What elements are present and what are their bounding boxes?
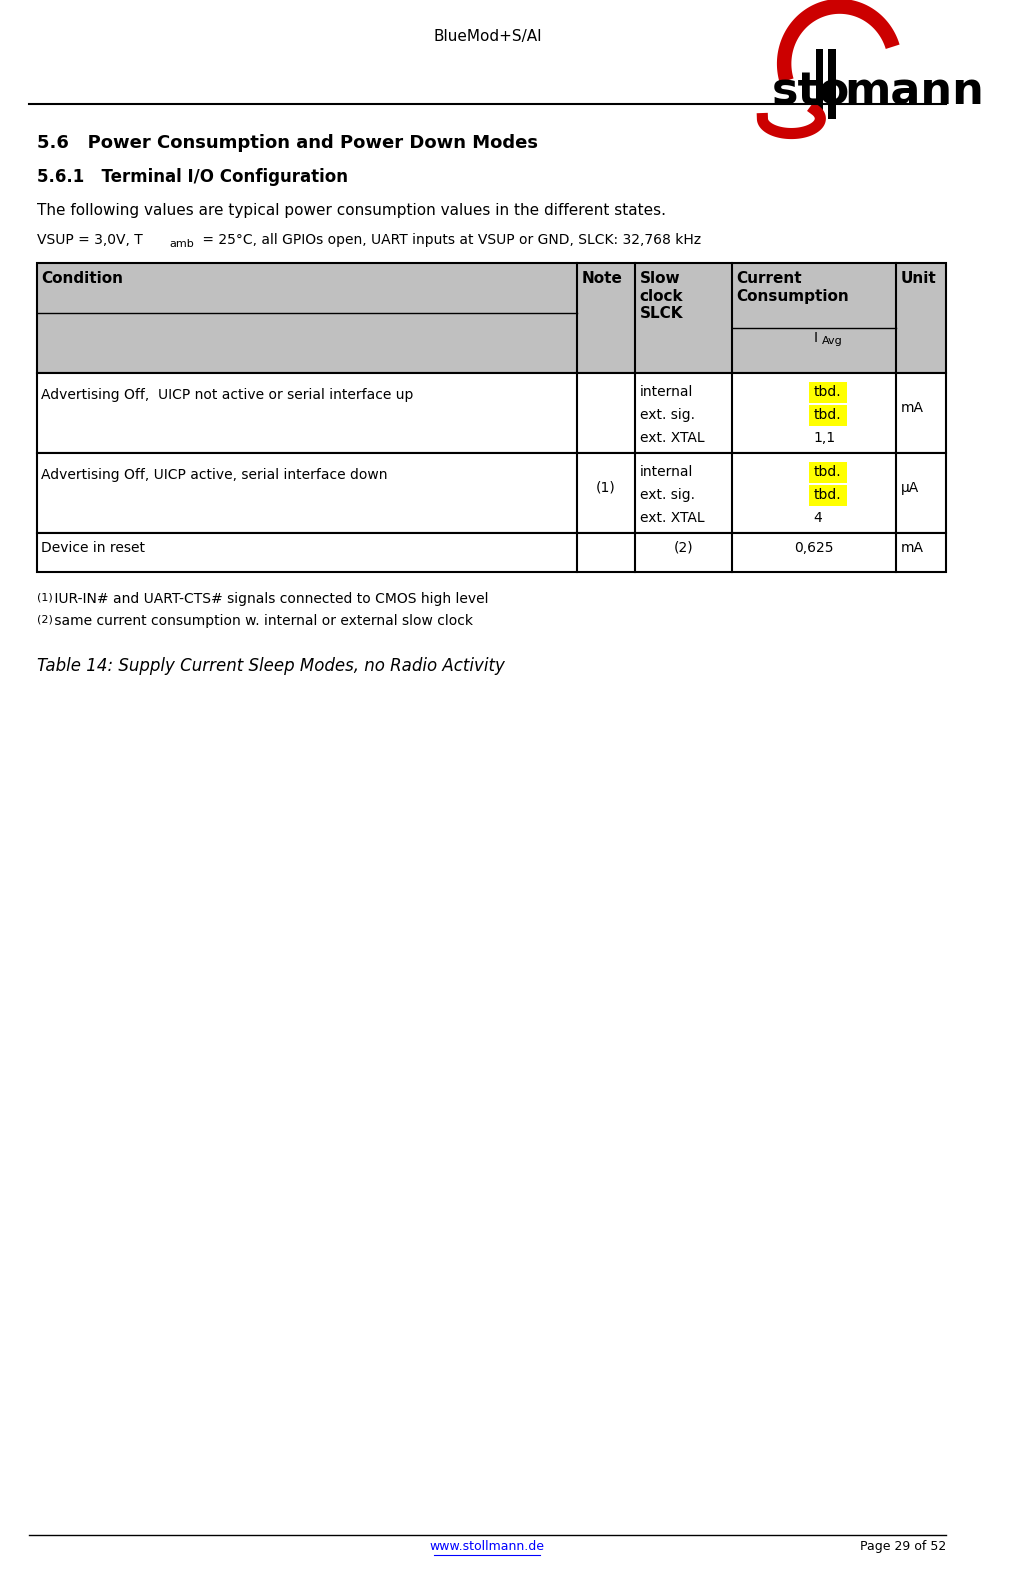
Text: Table 14: Supply Current Sleep Modes, no Radio Activity: Table 14: Supply Current Sleep Modes, no… — [36, 657, 505, 676]
Text: Current
Consumption: Current Consumption — [736, 272, 849, 304]
Text: Condition: Condition — [41, 272, 123, 286]
Text: µA: µA — [901, 480, 919, 494]
Text: Note: Note — [582, 272, 623, 286]
Text: IUR-IN# and UART-CTS# signals connected to CMOS high level: IUR-IN# and UART-CTS# signals connected … — [50, 593, 489, 606]
Text: Advertising Off, UICP active, serial interface down: Advertising Off, UICP active, serial int… — [41, 467, 388, 482]
Text: 1,1: 1,1 — [814, 431, 835, 445]
Text: same current consumption w. internal or external slow clock: same current consumption w. internal or … — [50, 614, 474, 628]
Text: = 25°C, all GPIOs open, UART inputs at VSUP or GND, SLCK: 32,768 kHz: = 25°C, all GPIOs open, UART inputs at V… — [198, 234, 701, 248]
Text: VSUP = 3,0V, T: VSUP = 3,0V, T — [36, 234, 142, 248]
Text: ext. XTAL: ext. XTAL — [640, 431, 705, 445]
Text: 5.6.1   Terminal I/O Configuration: 5.6.1 Terminal I/O Configuration — [36, 169, 347, 186]
Text: tbd.: tbd. — [814, 409, 841, 421]
Text: internal: internal — [640, 464, 693, 479]
Text: I: I — [814, 331, 817, 345]
Bar — [36, 453, 945, 533]
Text: The following values are typical power consumption values in the different state: The following values are typical power c… — [36, 204, 666, 218]
Text: Slow
clock
SLCK: Slow clock SLCK — [640, 272, 684, 321]
Bar — [809, 485, 847, 506]
Text: 5.6   Power Consumption and Power Down Modes: 5.6 Power Consumption and Power Down Mod… — [36, 134, 537, 151]
Text: (1): (1) — [596, 480, 616, 494]
Bar — [36, 374, 945, 453]
Text: ext. sig.: ext. sig. — [640, 488, 695, 502]
Text: Page 29 of 52: Page 29 of 52 — [860, 1541, 945, 1553]
Text: Unit: Unit — [901, 272, 936, 286]
Bar — [828, 49, 836, 119]
Text: 0,625: 0,625 — [794, 541, 833, 555]
Bar — [809, 461, 847, 483]
Text: (2): (2) — [674, 541, 693, 555]
Text: Advertising Off,  UICP not active or serial interface up: Advertising Off, UICP not active or seri… — [41, 388, 414, 402]
Text: www.stollmann.de: www.stollmann.de — [430, 1541, 544, 1553]
Bar — [809, 382, 847, 402]
Text: mA: mA — [901, 401, 923, 415]
Text: Device in reset: Device in reset — [41, 541, 145, 555]
Text: BlueMod+S/AI: BlueMod+S/AI — [433, 29, 541, 45]
Text: internal: internal — [640, 385, 693, 399]
Bar — [815, 49, 823, 119]
Text: Avg: Avg — [822, 335, 843, 347]
Text: tbd.: tbd. — [814, 385, 841, 399]
Text: mA: mA — [901, 541, 923, 555]
Text: ext. XTAL: ext. XTAL — [640, 510, 705, 525]
Bar — [809, 405, 847, 426]
Text: amb: amb — [169, 238, 194, 250]
Text: (2): (2) — [36, 614, 53, 625]
Text: 4: 4 — [814, 510, 822, 525]
Text: tbd.: tbd. — [814, 464, 841, 479]
Text: mann: mann — [844, 70, 985, 113]
Polygon shape — [777, 0, 900, 83]
Text: ext. sig.: ext. sig. — [640, 409, 695, 421]
Bar — [36, 533, 945, 572]
Bar — [36, 264, 945, 374]
Text: (1): (1) — [36, 593, 53, 603]
Text: tbd.: tbd. — [814, 488, 841, 502]
Text: sto: sto — [772, 70, 850, 113]
